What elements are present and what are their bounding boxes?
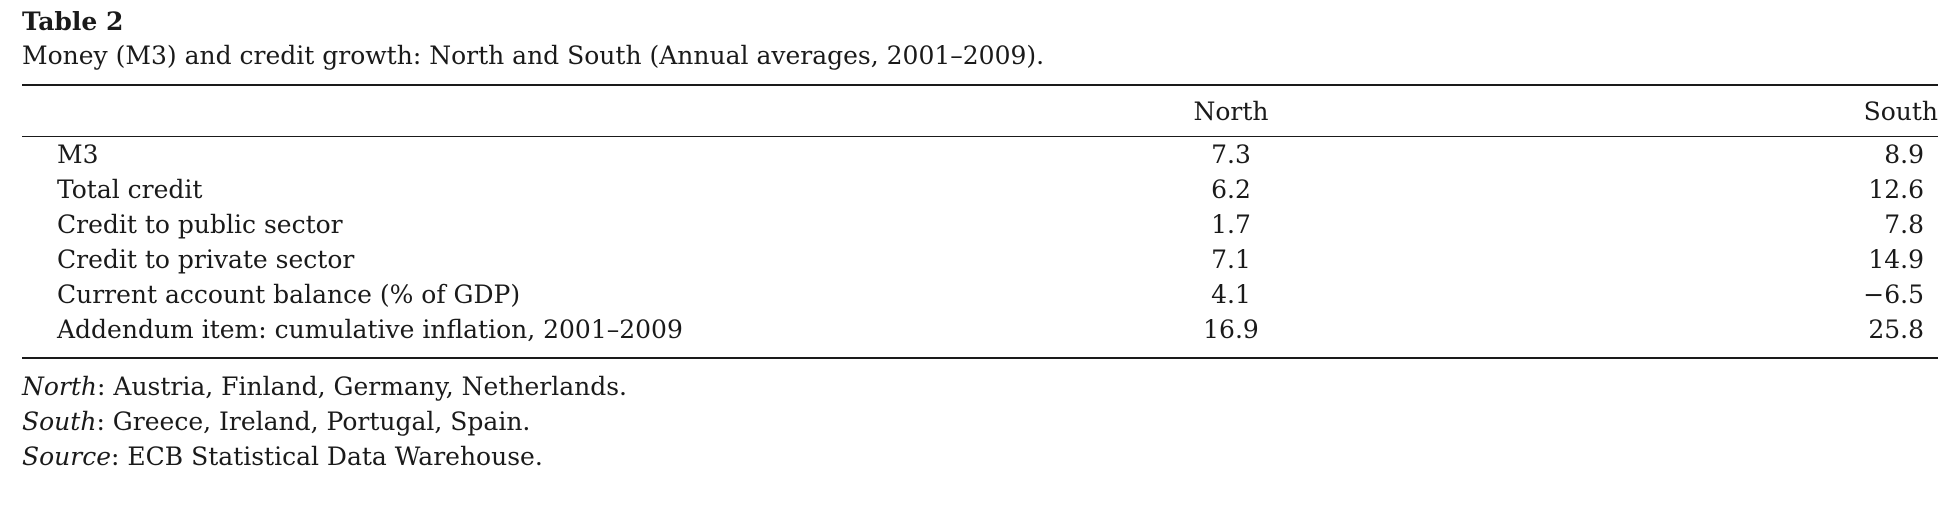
note-source: Source: ECB Statistical Data Warehouse. [22,439,1938,474]
table-row: M3 7.3 8.9 [22,137,1938,172]
note-text: : Austria, Finland, Germany, Netherlands… [97,372,627,401]
table-row: Credit to public sector 1.7 7.8 [22,207,1938,242]
cell-north: 7.3 [1211,140,1251,169]
note-text: : Greece, Ireland, Portugal, Spain. [96,407,531,436]
cell-south: 12.6 [1868,175,1924,204]
cell-south: −6.5 [1863,280,1924,309]
row-label: Current account balance (% of GDP) [57,280,521,309]
note-north: North: Austria, Finland, Germany, Nether… [22,369,1938,404]
header-stub [22,86,1182,136]
table-notes: North: Austria, Finland, Germany, Nether… [22,369,1938,474]
data-table: North South M3 7.3 8.9 Total credit 6.2 … [22,86,1938,357]
note-key: South [22,407,97,436]
cell-north: 7.1 [1211,245,1251,274]
cell-south: 8.9 [1884,140,1924,169]
header-south: South [1863,96,1938,126]
header-rule [22,136,1938,137]
bottom-rule [22,357,1938,359]
cell-north: 16.9 [1203,315,1259,344]
top-rule [22,84,1938,86]
cell-south: 25.8 [1868,315,1924,344]
row-label: Addendum item: cumulative inflation, 200… [57,315,683,344]
header-row: North South [22,86,1938,136]
table-caption: Money (M3) and credit growth: North and … [22,41,1045,70]
cell-south: 14.9 [1868,245,1924,274]
table-figure: Table 2 Money (M3) and credit growth: No… [22,6,1938,474]
table-row: Current account balance (% of GDP) 4.1 −… [22,277,1938,312]
note-key: North [22,372,98,401]
row-label: Total credit [57,175,203,204]
row-label: Credit to private sector [57,245,355,274]
note-text: : ECB Statistical Data Warehouse. [111,442,543,471]
table-row: Credit to private sector 7.1 14.9 [22,242,1938,277]
cell-north: 1.7 [1211,210,1251,239]
table-label: Table 2 [22,7,124,36]
note-south: South: Greece, Ireland, Portugal, Spain. [22,404,1938,439]
cell-south: 7.8 [1884,210,1924,239]
header-north: North [1193,96,1269,126]
note-key: Source [22,442,112,471]
table-row: Addendum item: cumulative inflation, 200… [22,312,1938,357]
cell-north: 4.1 [1211,280,1251,309]
table-row: Total credit 6.2 12.6 [22,172,1938,207]
row-label: Credit to public sector [57,210,343,239]
row-label: M3 [57,140,99,169]
cell-north: 6.2 [1211,175,1251,204]
